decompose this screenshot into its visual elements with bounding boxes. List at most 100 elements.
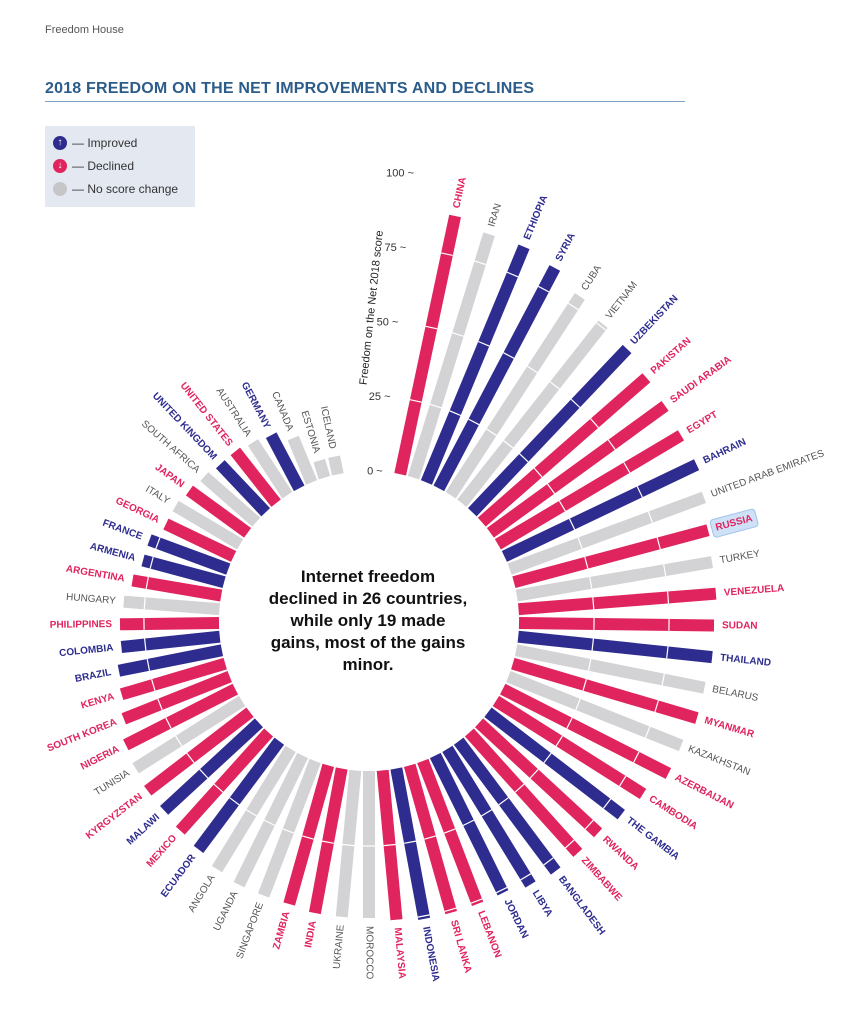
bar-japan [185,485,252,538]
bar-gridline [143,597,146,610]
bar-egypt [494,430,685,550]
bar-russia [512,524,710,588]
bar-gridline [409,399,422,403]
bar-gridline [514,783,525,793]
bar-gridline [165,717,172,729]
bar-venezuela [518,587,717,616]
bar-gridline [506,271,519,278]
bar-gridline [591,638,594,651]
bar-libya [442,745,536,888]
bar-ethiopia [420,244,530,485]
bar-gridline [607,439,616,450]
bar-gridline [425,325,438,330]
label-sudan: SUDAN [722,620,758,631]
bar-gridline [417,914,430,918]
bar-lebanon [417,758,484,907]
bar-gridline [429,403,442,409]
bar-gridline [533,467,543,478]
bar-gridline [470,898,483,904]
bar-gridline [555,735,564,747]
label-armenia: ARMENIA [89,541,137,564]
legend-label-no-change: — No score change [72,182,179,196]
bar-gridline [145,576,149,589]
label-malawi: MALAWI [125,812,162,848]
bar-gridline [566,717,573,729]
label-jordan: JORDAN [502,898,531,941]
bar-gridline [577,537,583,550]
axis-tick-label: 75 ~ [384,242,406,254]
label-mexico: MEXICO [145,833,180,870]
label-philippines: PHILIPPINES [50,619,113,631]
legend-label-improved: — Improved [72,136,138,150]
bar-syria [433,265,561,492]
bar-hungary [123,595,220,616]
bar-gridline [543,857,554,866]
bar-germany [265,432,305,492]
bar-gridline [656,537,661,550]
bar-gridline [570,398,581,408]
label-libya: LIBYA [530,888,555,919]
bar-gridline [342,843,355,847]
bar-gridline [174,735,183,747]
label-china: CHINA [451,176,468,209]
bar-gridline [199,768,209,779]
bar-belarus [514,644,706,694]
bar-gridline [146,658,151,671]
bar-gridline [282,828,295,834]
label-thailand: THAILAND [720,653,772,669]
bar-ukraine [335,769,362,918]
label-singapore: SINGAPORE [234,901,266,961]
bar-gridline [443,828,456,834]
label-argentina: ARGENTINA [65,564,125,585]
bar-gridline [644,726,651,738]
bar-gridline [452,332,464,337]
label-cuba: CUBA [580,263,605,293]
label-ethiopia: ETHIOPIA [522,194,550,242]
axis-tick-label: 50 ~ [377,317,399,329]
label-angola: ANGOLA [186,873,217,915]
bar-myanmar [511,657,699,724]
bar-gridline [633,751,640,763]
bar-gridline [478,340,490,347]
bar-kyrgyzstan [144,707,254,796]
axis-title: Freedom on the Net 2018 score [358,230,386,386]
bar-gridline [636,486,643,498]
label-morocco: MOROCCO [363,926,374,980]
bar-gridline [498,797,509,806]
label-lebanon: LEBANON [475,909,503,959]
bar-sudan [518,617,715,632]
label-france: FRANCE [101,518,144,543]
label-vietnam: VIETNAM [604,280,640,322]
bar-china [394,214,461,476]
label-syria: SYRIA [554,231,578,263]
bar-united-arab-emirates [507,491,706,575]
label-rwanda: RWANDA [600,834,640,873]
bar-gridline [584,819,594,830]
bar-gridline [157,698,163,711]
axis-tick-label: 100 ~ [386,167,414,179]
bar-gridline [424,835,436,840]
bar-south-korea [121,671,232,725]
bar-gridline [527,365,538,374]
bar-gridline [529,768,539,779]
title-divider [45,101,685,102]
bar-gridline [151,679,156,691]
label-kenya: KENYA [80,691,116,711]
label-egypt: EGYPT [685,409,720,436]
bar-gridline [547,483,556,494]
bar-georgia [163,518,237,562]
bar-zimbabwe [464,728,583,857]
bar-gridline [213,783,224,793]
bar-gridline [503,440,514,449]
bar-bahrain [501,459,700,562]
label-bahrain: BAHRAIN [702,437,748,467]
bar-gridline [449,410,461,416]
label-malaysia: MALAYSIA [392,927,408,979]
bar-uganda [233,752,309,888]
bar-bangladesh [453,737,561,875]
bar-gridline [444,907,457,912]
bar-iceland [328,455,344,476]
bar-gridline [654,700,659,713]
label-italy: ITALY [143,484,172,507]
bar-malawi [160,718,263,815]
